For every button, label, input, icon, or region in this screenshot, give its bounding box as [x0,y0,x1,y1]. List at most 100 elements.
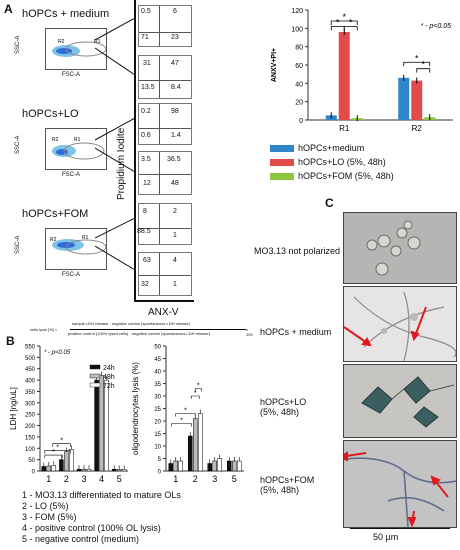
significance-bracket [403,61,431,67]
bar [59,459,64,472]
y-tick-label: 20 [295,100,303,107]
x-tick-label: 3 [81,474,86,484]
x-tick-label: 3 [212,474,217,484]
pi-axis-line [134,0,136,300]
bar [237,460,242,472]
quadrant-value: 63 [143,257,151,264]
quadrant-plot-lo-r2: 3.5 36.5 12 48 [138,151,192,195]
y-tick-label: 50 [28,458,35,464]
ssc-axis-label: SSC-A [15,35,21,54]
legend-label: 48h [103,374,115,381]
quadrant-value: 98 [171,108,179,115]
quadrant-value: 48 [171,180,179,187]
x-tick-label: 4 [99,474,104,484]
micrograph-lo [343,364,457,438]
sample-key: 1 - MO3.13 differentiated to mature OLs … [22,490,181,545]
key-item: 4 - positive control (100% OL lysis) [22,523,161,533]
key-item: 5 - negative control (medium) [22,534,140,544]
y-tick-label: 20 [154,420,161,426]
y-tick-label: 80 [295,45,303,52]
x-tick-label: R2 [412,124,423,133]
y-tick-label: 60 [295,63,303,70]
svg-text:R2: R2 [52,137,59,143]
panel-letter-c: C [325,196,334,210]
bar [207,463,212,472]
micro-label-lo: hOPCs+LO (5%, 48h) [260,397,307,417]
significance-bracket [44,450,71,454]
x-tick-label: R1 [339,124,350,133]
y-tick-label: 35 [154,382,161,388]
quadrant-value: 3.5 [141,156,151,163]
quadrant-value: 13.5 [141,84,155,91]
scale-bar-label: 50 µm [373,532,399,542]
y-tick-label: 40 [154,370,161,376]
significance-star: * [349,18,353,28]
legend-swatch [89,382,101,388]
y-axis-label: LDH [ng/uL] [9,387,18,430]
significance-bracket [194,388,202,392]
bar [227,460,232,472]
group-label-medium: hOPCs + medium [22,8,110,20]
y-tick-label: 15 [154,432,161,438]
fsc-axis-label: FSC-A [62,272,80,278]
x-tick-label: 1 [46,474,51,484]
y-tick-label: 120 [291,8,303,15]
gate-arrows [95,17,136,271]
bar [104,379,109,472]
lysis-formula: cells lysis [%] = sample LDH release - n… [30,321,253,337]
y-tick-label: 10 [154,445,161,451]
panel-letter-b: B [6,334,15,348]
bar [168,463,173,472]
y-axis-label: oligodendrocytes lysis (%) [131,362,140,455]
fsc-axis-label: FSC-A [62,72,80,78]
legend-item-medium: hOPCs+medium [270,141,394,155]
significance-star: * [60,438,63,445]
scatter-plot-fom: R2 R1 [45,228,107,270]
bar [86,468,92,472]
quadrant-value: 1.4 [171,132,181,139]
bar [69,449,74,472]
significance-bracket [171,423,192,427]
x-tick-label: 5 [117,474,122,484]
quadrant-value: 6 [173,8,177,15]
x-tick-label: 2 [64,474,69,484]
quadrant-value: 23 [171,34,179,41]
svg-text:R1: R1 [82,235,89,241]
bar [51,465,57,472]
legend-item-fom: hOPCs+FOM (5%, 48h) [270,169,394,183]
micro-label-fom: hOPCs+FOM (5%, 48h) [260,475,315,495]
ssc-axis-label: SSC-A [15,235,21,254]
fsc-axis-label: FSC-A [62,172,80,178]
anxv-legend: hOPCs+medium hOPCs+LO (5%, 48h) hOPCs+FO… [270,141,394,183]
anx-axis-line [134,300,194,302]
quadrant-plot-lo-r1: 0.2 98 0.6 1.4 [138,103,192,145]
significance-star: * [336,18,340,28]
quadrant-plot-fom-r2: 63 4 32 1 [138,252,192,296]
quadrant-value: 2 [173,208,177,215]
quadrant-value: 1 [173,281,177,288]
pi-axis-label: Propidium Iodite [116,127,127,200]
y-tick-label: 25 [154,407,161,413]
quadrant-value: 71 [141,34,149,41]
quadrant-value: 0.5 [141,8,151,15]
y-axis-label: ANXV+PI+ [271,48,278,82]
bar [212,460,217,472]
significance-star: * [342,12,346,22]
significance-bracket [175,413,196,417]
significance-bracket [330,20,358,25]
significance-star: * [56,445,59,452]
gate-r2-label: R2 [58,39,65,45]
legend-item-lo: hOPCs+LO (5%, 48h) [270,155,394,169]
bar [41,466,47,472]
quadrant-value: 4 [173,257,177,264]
y-tick-label: 40 [295,81,303,88]
key-item: 2 - LO (5%) [22,501,69,511]
y-tick-label: 0 [158,470,162,476]
y-tick-label: 150 [25,435,36,441]
quadrant-plot-fom-r1: 8 2 88.5 1 [137,203,192,245]
y-tick-label: 100 [291,26,303,33]
bar [217,458,222,472]
y-tick-label: 30 [154,395,161,401]
